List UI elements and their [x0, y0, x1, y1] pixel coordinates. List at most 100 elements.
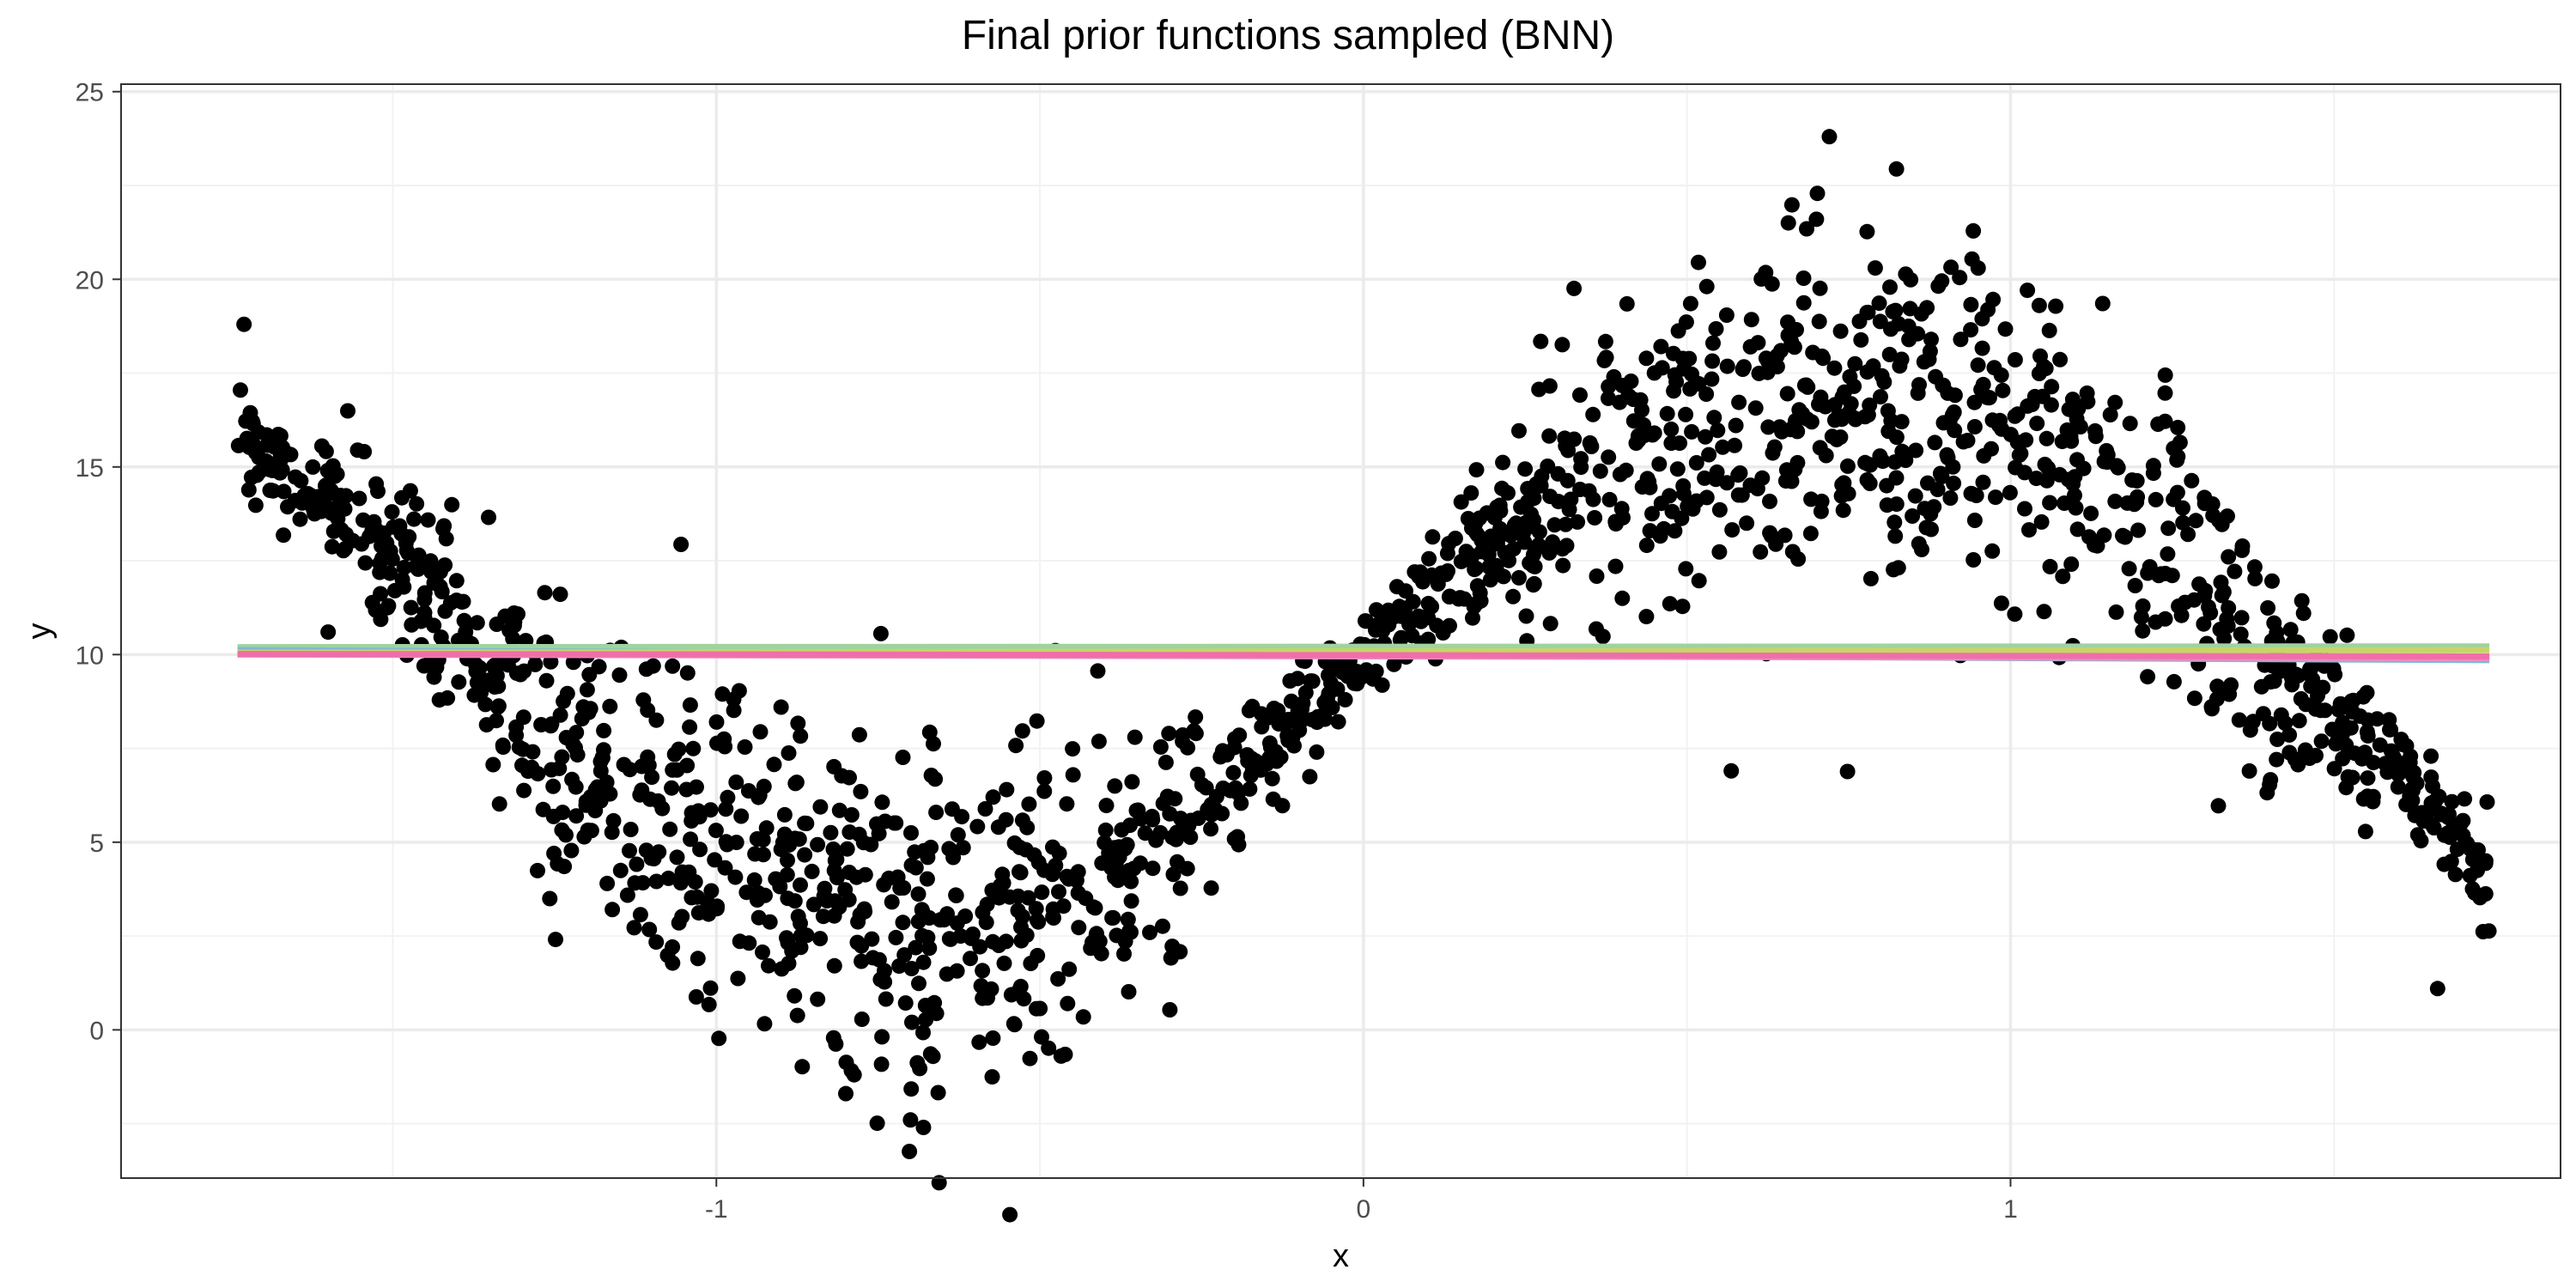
data-point: [1295, 696, 1310, 711]
data-point: [827, 958, 842, 974]
data-point: [243, 405, 258, 421]
data-point: [985, 1069, 1000, 1084]
data-point: [927, 771, 943, 787]
data-point: [1777, 527, 1793, 543]
data-point: [908, 860, 924, 876]
data-point: [1121, 912, 1136, 927]
data-point: [1662, 596, 1678, 611]
data-point: [720, 790, 735, 805]
data-point: [1490, 532, 1505, 547]
data-point: [2202, 605, 2218, 621]
data-point: [805, 864, 820, 879]
data-point: [729, 835, 744, 850]
data-point: [1772, 419, 1788, 434]
data-point: [2136, 598, 2151, 614]
data-point: [2391, 756, 2407, 771]
data-point: [718, 860, 733, 876]
data-point: [1656, 521, 1672, 537]
data-point: [2450, 841, 2465, 857]
data-point: [1543, 616, 1558, 631]
plot-panel-border: [121, 84, 2561, 1178]
data-point: [1023, 1051, 1038, 1066]
data-point: [2124, 472, 2140, 488]
data-point: [1389, 579, 1405, 594]
data-point: [307, 506, 322, 521]
data-point: [1029, 1001, 1044, 1017]
data-point: [320, 463, 336, 478]
data-point: [1545, 534, 1560, 550]
data-point: [1030, 913, 1045, 928]
data-point: [1780, 386, 1795, 402]
data-point: [1469, 462, 1485, 477]
data-point: [2398, 797, 2414, 812]
data-point: [1323, 675, 1339, 690]
data-point: [489, 713, 504, 728]
data-point: [370, 483, 386, 499]
data-point: [1034, 884, 1049, 900]
data-point: [1815, 350, 1831, 366]
data-point: [1748, 400, 1764, 416]
data-point: [864, 932, 879, 947]
data-point: [789, 775, 805, 790]
data-point: [703, 981, 719, 996]
data-point: [1947, 404, 1962, 420]
data-point: [2328, 736, 2343, 751]
data-point: [1682, 381, 1698, 397]
data-point: [1254, 719, 1269, 734]
data-point: [1676, 486, 1692, 501]
data-point: [1892, 358, 1907, 374]
data-point: [999, 812, 1014, 828]
data-point: [1034, 1030, 1049, 1045]
data-point: [1387, 609, 1402, 624]
data-point: [1554, 337, 1570, 352]
data-point: [850, 935, 866, 951]
data-point: [1887, 528, 1903, 544]
data-point: [2008, 352, 2023, 368]
data-point: [1981, 390, 1996, 405]
data-point: [2129, 495, 2144, 510]
data-point: [605, 824, 620, 840]
data-point: [752, 787, 768, 803]
data-point: [2335, 715, 2350, 731]
data-point: [1834, 489, 1850, 504]
data-point: [401, 529, 416, 544]
data-point: [2305, 671, 2320, 687]
data-point: [634, 782, 649, 798]
prior-function-line: [238, 653, 2489, 656]
data-point: [1413, 564, 1428, 580]
data-point: [2184, 473, 2199, 489]
data-point: [841, 824, 857, 840]
data-point: [1374, 606, 1389, 622]
data-point: [1460, 552, 1475, 568]
data-point: [1689, 455, 1704, 471]
data-point: [293, 473, 308, 489]
data-point: [664, 781, 679, 796]
data-point: [812, 799, 828, 815]
data-point: [787, 830, 803, 846]
data-point: [324, 506, 339, 521]
data-point: [2430, 981, 2445, 996]
data-point: [1188, 709, 1203, 725]
data-point: [2221, 600, 2236, 616]
data-point: [1045, 866, 1060, 882]
data-point: [2188, 513, 2203, 528]
data-point: [1572, 387, 1588, 403]
data-point: [1566, 281, 1582, 296]
data-point: [922, 725, 938, 740]
data-point: [1227, 731, 1242, 746]
data-point: [1421, 551, 1437, 567]
data-point: [1050, 971, 1066, 987]
data-point: [2445, 825, 2460, 841]
data-point: [797, 848, 812, 863]
data-point: [2115, 528, 2130, 544]
data-point: [2123, 416, 2138, 431]
data-point: [1158, 755, 1174, 770]
y-tick-labels: 0510152025: [76, 79, 104, 1046]
data-point: [2197, 583, 2213, 598]
y-tick-label: 5: [89, 829, 104, 858]
data-point: [920, 872, 935, 887]
data-point: [1002, 1207, 1018, 1223]
y-tick-label: 10: [76, 641, 104, 670]
data-point: [1872, 448, 1887, 464]
